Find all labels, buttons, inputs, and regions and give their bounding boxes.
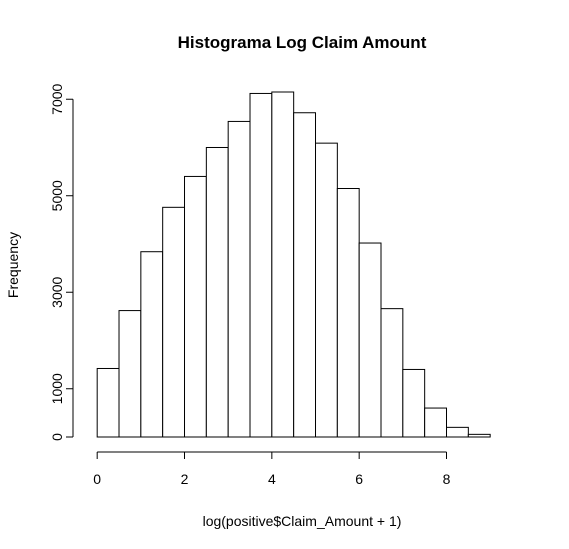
x-tick-label: 0 bbox=[93, 471, 101, 487]
y-tick-label: 0 bbox=[49, 433, 65, 441]
histogram-bar bbox=[206, 147, 228, 437]
chart-title: Histograma Log Claim Amount bbox=[178, 33, 427, 52]
histogram-bar bbox=[185, 176, 207, 437]
x-tick-label: 2 bbox=[181, 471, 189, 487]
histogram-bar bbox=[272, 92, 294, 437]
histogram-bar bbox=[163, 207, 185, 437]
y-tick-label: 7000 bbox=[49, 83, 65, 114]
y-tick-label: 3000 bbox=[49, 276, 65, 307]
histogram-bar bbox=[359, 243, 381, 437]
histogram-bar bbox=[468, 434, 490, 437]
y-tick-label: 1000 bbox=[49, 373, 65, 404]
histogram-bar bbox=[403, 369, 425, 437]
histogram-bar bbox=[141, 252, 163, 437]
histogram-bar bbox=[119, 311, 141, 437]
y-axis-label: Frequency bbox=[5, 232, 21, 298]
histogram-bar bbox=[250, 93, 272, 437]
histogram-bar bbox=[294, 113, 316, 437]
x-axis-label: log(positive$Claim_Amount + 1) bbox=[203, 513, 402, 529]
bars-group bbox=[97, 92, 490, 437]
histogram-bar bbox=[337, 189, 359, 437]
histogram-bar bbox=[447, 427, 469, 437]
y-tick-label: 5000 bbox=[49, 180, 65, 211]
x-tick-label: 4 bbox=[268, 471, 276, 487]
histogram-bar bbox=[97, 368, 119, 437]
histogram-bar bbox=[316, 143, 338, 437]
histogram-bar bbox=[381, 309, 403, 437]
x-tick-label: 8 bbox=[443, 471, 451, 487]
histogram-bar bbox=[425, 408, 447, 437]
histogram-bar bbox=[228, 121, 250, 437]
x-axis-ticks: 0 2 4 6 8 bbox=[93, 452, 450, 487]
y-axis-ticks: 0 1000 3000 5000 7000 bbox=[49, 83, 73, 440]
x-tick-label: 6 bbox=[355, 471, 363, 487]
